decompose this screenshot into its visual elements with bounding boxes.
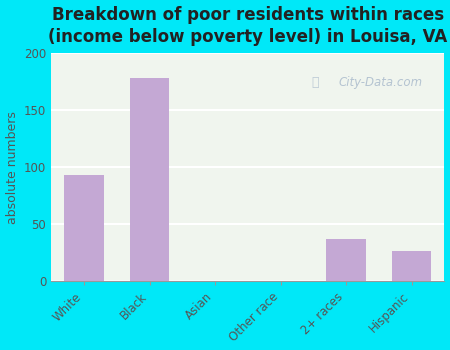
- Title: Breakdown of poor residents within races
(income below poverty level) in Louisa,: Breakdown of poor residents within races…: [48, 6, 447, 46]
- Bar: [64, 175, 104, 281]
- Text: City-Data.com: City-Data.com: [338, 76, 423, 89]
- Y-axis label: absolute numbers: absolute numbers: [5, 111, 18, 224]
- Bar: [130, 78, 169, 281]
- Bar: [327, 239, 366, 281]
- Bar: [392, 251, 432, 281]
- Text: ⓘ: ⓘ: [311, 76, 319, 89]
